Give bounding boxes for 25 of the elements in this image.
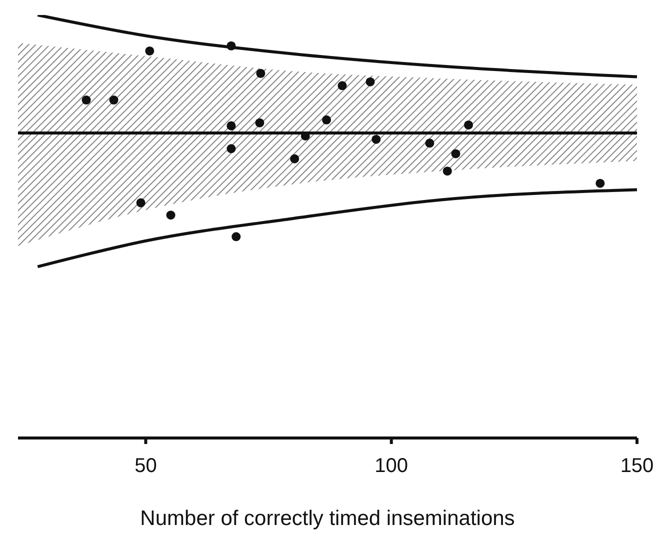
point bbox=[109, 96, 118, 105]
point bbox=[451, 149, 460, 158]
point bbox=[372, 134, 381, 144]
point bbox=[256, 68, 266, 78]
point bbox=[82, 96, 91, 105]
x-tick-label: 100 bbox=[374, 455, 408, 478]
x-tick-label: 150 bbox=[620, 455, 654, 478]
point bbox=[226, 121, 236, 130]
point bbox=[290, 154, 300, 164]
point bbox=[338, 81, 347, 90]
point bbox=[136, 198, 146, 208]
point bbox=[425, 138, 434, 148]
x-axis-title: Number of correctly timed inseminations bbox=[140, 507, 515, 530]
point bbox=[366, 77, 375, 86]
point bbox=[166, 210, 176, 220]
point bbox=[226, 41, 236, 50]
point bbox=[145, 46, 154, 56]
point bbox=[232, 232, 241, 242]
point bbox=[442, 166, 452, 176]
point bbox=[596, 178, 605, 188]
point bbox=[226, 144, 236, 154]
x-tick-label: 50 bbox=[134, 455, 157, 478]
point bbox=[255, 118, 264, 128]
point bbox=[464, 120, 474, 130]
point bbox=[322, 115, 332, 124]
